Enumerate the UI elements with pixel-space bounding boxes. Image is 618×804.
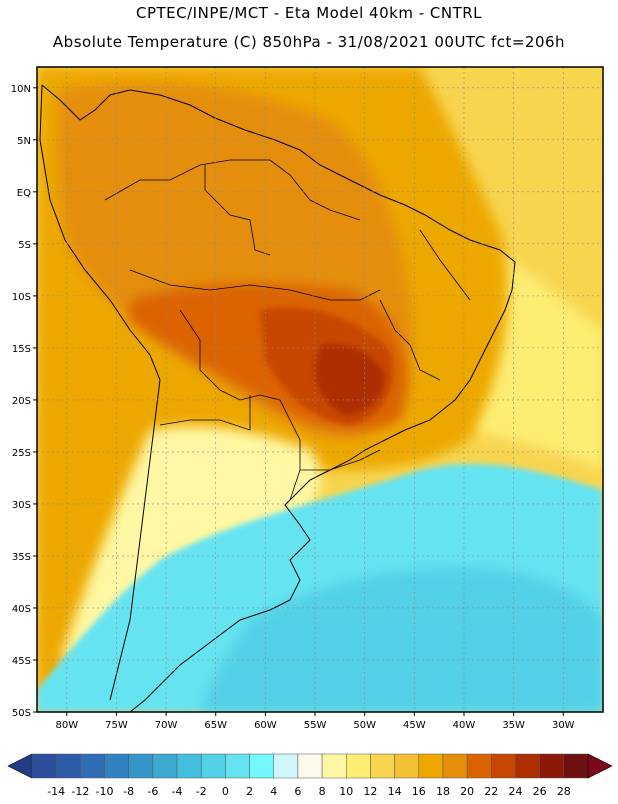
colorbar-label: -10 [96,785,114,798]
lon-tick-label: 55W [304,720,327,731]
colorbar-label: -6 [147,785,158,798]
colorbar-swatch [563,753,589,779]
lon-tick-label: 45W [403,720,426,731]
latitude-axis: 10N 5N EQ 5S 10S 15S 20S 25S 30S 35S 40S 45S 50S [11,84,37,719]
colorbar-label: -8 [123,785,134,798]
lat-tick-label: 5N [17,136,31,147]
lat-tick-label: 40S [12,604,31,615]
lat-tick-label: 15S [12,344,31,355]
country-borders [104,159,471,501]
colorbar-label: 14 [388,785,402,798]
colorbar-label: 8 [319,785,326,798]
colorbar-swatch [394,753,420,779]
colorbar-swatch [370,753,395,779]
colorbar-label: 0 [222,785,229,798]
colorbar-swatch [200,753,226,779]
lon-tick-label: 35W [502,720,525,731]
lon-tick-label: 70W [155,720,178,731]
colorbar-swatch [273,753,299,779]
map-title-line-1: CPTEC/INPE/MCT - Eta Model 40km - CNTRL [135,4,483,22]
coastline-outline [39,84,516,713]
colorbar-swatch [152,753,178,779]
field-colder-south [200,567,603,712]
colorbar-swatch [515,753,540,779]
colorbar [7,753,613,779]
colorbar-swatch [418,753,444,779]
colorbar-label: 12 [363,785,377,798]
lon-tick-label: 40W [453,720,476,731]
lon-tick-label: 50W [353,720,376,731]
lon-tick-label: 60W [254,720,277,731]
lat-tick-label: 35S [12,552,31,563]
colorbar-swatch [31,753,57,779]
colorbar-label: -2 [196,785,207,798]
colorbar-label: 24 [508,785,522,798]
lon-tick-label: 65W [204,720,227,731]
colorbar-label: 18 [436,785,450,798]
longitude-axis: 80W 75W 70W 65W 60W 55W 50W 45W 40W 35W 30W [55,712,575,731]
map-title-line-2: Absolute Temperature (C) 850hPa - 31/08/… [52,33,566,51]
colorbar-swatch [539,753,565,779]
lon-tick-label: 30W [552,720,575,731]
colorbar-swatch [491,753,516,779]
colorbar-swatch [80,753,105,779]
temperature-field [37,67,603,712]
lat-tick-label: 25S [12,448,31,459]
lat-tick-label: 10S [12,292,31,303]
colorbar-overflow-arrow [587,753,613,779]
lat-tick-label: 20S [12,396,31,407]
lat-tick-label: 45S [12,656,31,667]
colorbar-labels: -14 -12 -10 -8 -6 -4 -2 0 2 4 6 8 10 12 14 16 18 20 22 24 26… [47,785,571,798]
lat-tick-label: 5S [18,240,31,251]
colorbar-swatch [321,753,347,779]
colorbar-underflow-arrow [7,753,33,779]
colorbar-swatch [346,753,371,779]
lat-tick-label: 50S [12,708,31,719]
colorbar-label: 6 [294,785,301,798]
lon-tick-label: 75W [105,720,128,731]
colorbar-swatch [55,753,81,779]
colorbar-label: 16 [412,785,426,798]
lat-tick-label: 30S [12,500,31,511]
colorbar-swatch [442,753,468,779]
lon-tick-label: 80W [55,720,78,731]
colorbar-label: -4 [172,785,183,798]
colorbar-swatch [466,753,492,779]
colorbar-swatch [225,753,250,779]
field-hottest-core [314,344,385,415]
colorbar-swatch [176,753,202,779]
colorbar-label: 20 [460,785,474,798]
map-frame [36,66,604,713]
colorbar-swatch [104,753,129,779]
colorbar-label: 28 [557,785,571,798]
colorbar-swatch [297,753,323,779]
colorbar-label: -12 [71,785,89,798]
colorbar-label: 26 [533,785,547,798]
colorbar-label: 22 [484,785,498,798]
colorbar-swatch [249,753,274,779]
colorbar-label: 10 [339,785,353,798]
lat-tick-label: EQ [17,188,31,199]
colorbar-label: 4 [270,785,277,798]
lat-tick-label: 10N [11,84,31,95]
colorbar-label: 2 [246,785,253,798]
colorbar-swatch [128,753,154,779]
colorbar-label: -14 [47,785,65,798]
